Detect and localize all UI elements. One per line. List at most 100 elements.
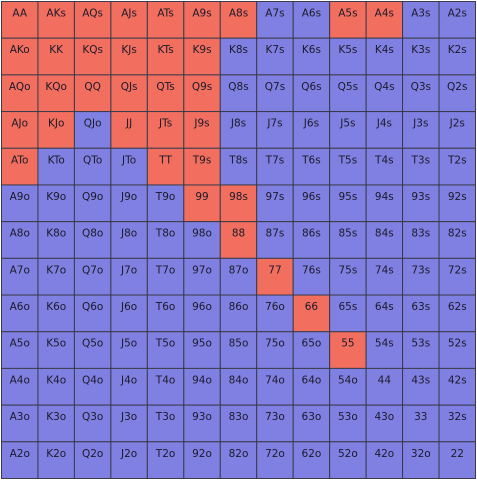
hand-label: 65o	[302, 338, 322, 350]
hand-label: KJs	[121, 44, 136, 56]
hand-label: J7o	[120, 264, 137, 276]
hand-label: 83o	[229, 411, 249, 423]
cell	[256, 404, 294, 443]
cell	[37, 404, 75, 443]
hand-label: K5o	[46, 338, 66, 350]
cell	[1, 74, 39, 113]
hand-label: J8s	[230, 118, 246, 130]
hand-label: 32s	[448, 411, 467, 423]
hand-label: AQs	[82, 8, 103, 20]
hand-label: QJo	[84, 118, 102, 130]
hand-label: 73s	[411, 264, 430, 276]
hand-label: AJs	[121, 8, 137, 20]
hand-label: J8o	[120, 228, 137, 240]
hand-label: A5o	[10, 338, 30, 350]
hand-label: 74s	[375, 264, 394, 276]
cell	[146, 74, 185, 113]
cell	[365, 294, 404, 333]
cell	[37, 74, 75, 113]
cell	[110, 147, 148, 186]
cell	[219, 184, 258, 223]
hand-label: T6o	[155, 301, 176, 313]
hand-label: JTs	[158, 118, 172, 130]
cell	[329, 37, 367, 76]
cell	[256, 1, 294, 39]
hand-label: K6o	[46, 301, 66, 313]
hand-label: 77	[268, 264, 281, 276]
cell	[292, 367, 331, 406]
hand-label: K9o	[46, 191, 66, 203]
hand-label: J4o	[120, 374, 137, 386]
hand-label: QTo	[83, 154, 102, 166]
hand-label: 63s	[411, 301, 430, 313]
hand-label: AQo	[9, 81, 31, 93]
cell	[183, 37, 221, 76]
hand-label: 52o	[338, 448, 358, 460]
hand-label: A9o	[10, 191, 30, 203]
hand-label: Q9s	[192, 81, 212, 93]
cell	[256, 294, 294, 333]
cell	[402, 184, 440, 223]
hand-label: 94o	[192, 374, 212, 386]
hand-label: Q4s	[374, 81, 394, 93]
hand-label: 76s	[302, 264, 321, 276]
hand-label: 54o	[338, 374, 358, 386]
cell	[1, 37, 39, 76]
cell	[110, 294, 148, 333]
cell	[183, 257, 221, 296]
cell	[183, 331, 221, 369]
cell	[73, 111, 112, 149]
hand-label: TT	[158, 154, 172, 166]
hand-label: 97s	[266, 191, 285, 203]
hand-label: T3o	[155, 411, 176, 423]
hand-label: A9s	[192, 8, 211, 20]
cell	[292, 221, 331, 259]
cell	[292, 37, 331, 76]
hand-label: A8o	[10, 228, 30, 240]
hand-label: A8s	[229, 8, 248, 20]
cell	[219, 331, 258, 369]
hand-label: 86o	[229, 301, 249, 313]
cell	[402, 294, 440, 333]
hand-label: 73o	[265, 411, 285, 423]
cell	[402, 147, 440, 186]
hand-label: Q2s	[447, 81, 467, 93]
hand-label: 88	[232, 228, 245, 240]
hand-label: J3o	[120, 411, 137, 423]
hand-label: 74o	[265, 374, 285, 386]
hand-label: K6s	[302, 44, 321, 56]
hand-label: 94s	[375, 191, 394, 203]
cell	[1, 221, 39, 259]
hand-label: 72o	[265, 448, 285, 460]
hand-label: T9o	[155, 191, 176, 203]
hand-label: Q2o	[82, 448, 103, 460]
cell	[110, 441, 148, 479]
hand-label: Q7o	[82, 264, 103, 276]
cell	[329, 74, 367, 113]
hand-label: 92s	[448, 191, 467, 203]
hand-label: 33	[414, 411, 427, 423]
cell	[219, 257, 258, 296]
hand-label: 54s	[375, 338, 394, 350]
cell	[256, 441, 294, 479]
hand-label: K4s	[375, 44, 394, 56]
hand-label: KTs	[157, 44, 173, 56]
hand-label: T8s	[228, 154, 248, 166]
hand-label: K4o	[46, 374, 66, 386]
hand-label: 82o	[229, 448, 249, 460]
hand-label: 55	[341, 338, 354, 350]
cell	[402, 441, 440, 479]
hand-label: JJ	[125, 118, 132, 130]
hand-label: 72s	[448, 264, 467, 276]
hand-label: KTo	[48, 154, 65, 166]
cell	[37, 1, 75, 39]
cell	[402, 111, 440, 149]
hand-label: 85s	[338, 228, 357, 240]
hand-label: 64o	[302, 374, 322, 386]
cell	[37, 184, 75, 223]
cell	[146, 37, 185, 76]
hand-label: T6s	[301, 154, 321, 166]
cell	[402, 1, 440, 39]
cell	[365, 221, 404, 259]
